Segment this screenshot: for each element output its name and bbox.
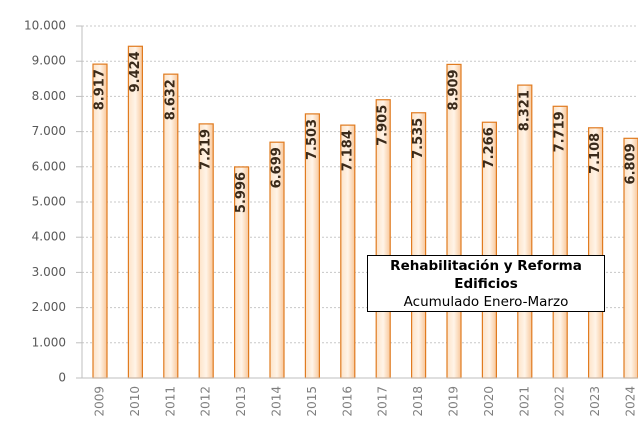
data-label: 8.917 — [93, 69, 108, 110]
x-tick-label: 2019 — [447, 386, 461, 417]
data-label: 7.184 — [340, 130, 355, 171]
x-tick-label: 2014 — [270, 386, 284, 417]
annotation-subtitle: Acumulado Enero-Marzo — [403, 294, 569, 310]
x-tick-label: 2018 — [411, 386, 425, 417]
y-tick-label: 1.000 — [32, 335, 66, 349]
data-label: 8.321 — [517, 90, 532, 131]
data-label: 7.905 — [376, 105, 391, 146]
data-label: 9.424 — [128, 51, 143, 92]
x-tick-label: 2023 — [588, 386, 602, 417]
x-tick-label: 2022 — [553, 386, 567, 417]
x-tick-label: 2010 — [128, 386, 142, 417]
y-tick-label: 0 — [58, 371, 66, 385]
data-label: 8.632 — [163, 79, 178, 120]
x-tick-label: 2009 — [93, 386, 107, 417]
x-tick-label: 2012 — [199, 386, 213, 417]
x-tick-label: 2017 — [376, 386, 390, 417]
data-label: 6.809 — [624, 143, 638, 184]
y-tick-label: 3.000 — [32, 265, 66, 279]
x-tick-label: 2016 — [340, 386, 354, 417]
data-label: 7.219 — [199, 129, 214, 170]
x-tick-label: 2024 — [624, 386, 638, 417]
y-tick-label: 6.000 — [32, 159, 66, 173]
x-tick-label: 2020 — [482, 386, 496, 417]
data-label: 8.909 — [447, 69, 462, 110]
data-label: 7.503 — [305, 119, 320, 160]
data-label: 5.996 — [234, 172, 249, 213]
annotation-box: Rehabilitación y Reforma Edificios Acumu… — [367, 255, 605, 312]
x-tick-label: 2015 — [305, 386, 319, 417]
y-tick-label: 9.000 — [32, 54, 66, 68]
y-tick-label: 8.000 — [32, 89, 66, 103]
data-label: 7.266 — [482, 127, 497, 168]
annotation-title: Rehabilitación y Reforma Edificios — [390, 258, 582, 292]
y-tick-label: 10.000 — [24, 19, 66, 33]
bar — [127, 45, 143, 379]
x-tick-label: 2013 — [234, 386, 248, 417]
data-label: 7.719 — [553, 111, 568, 152]
y-tick-label: 5.000 — [32, 195, 66, 209]
y-tick-label: 4.000 — [32, 230, 66, 244]
x-tick-label: 2011 — [163, 386, 177, 417]
y-tick-label: 2.000 — [32, 300, 66, 314]
data-label: 6.699 — [270, 147, 285, 188]
x-tick-label: 2021 — [517, 386, 531, 417]
data-label: 7.535 — [411, 118, 426, 159]
data-label: 7.108 — [588, 133, 603, 174]
y-tick-label: 7.000 — [32, 124, 66, 138]
